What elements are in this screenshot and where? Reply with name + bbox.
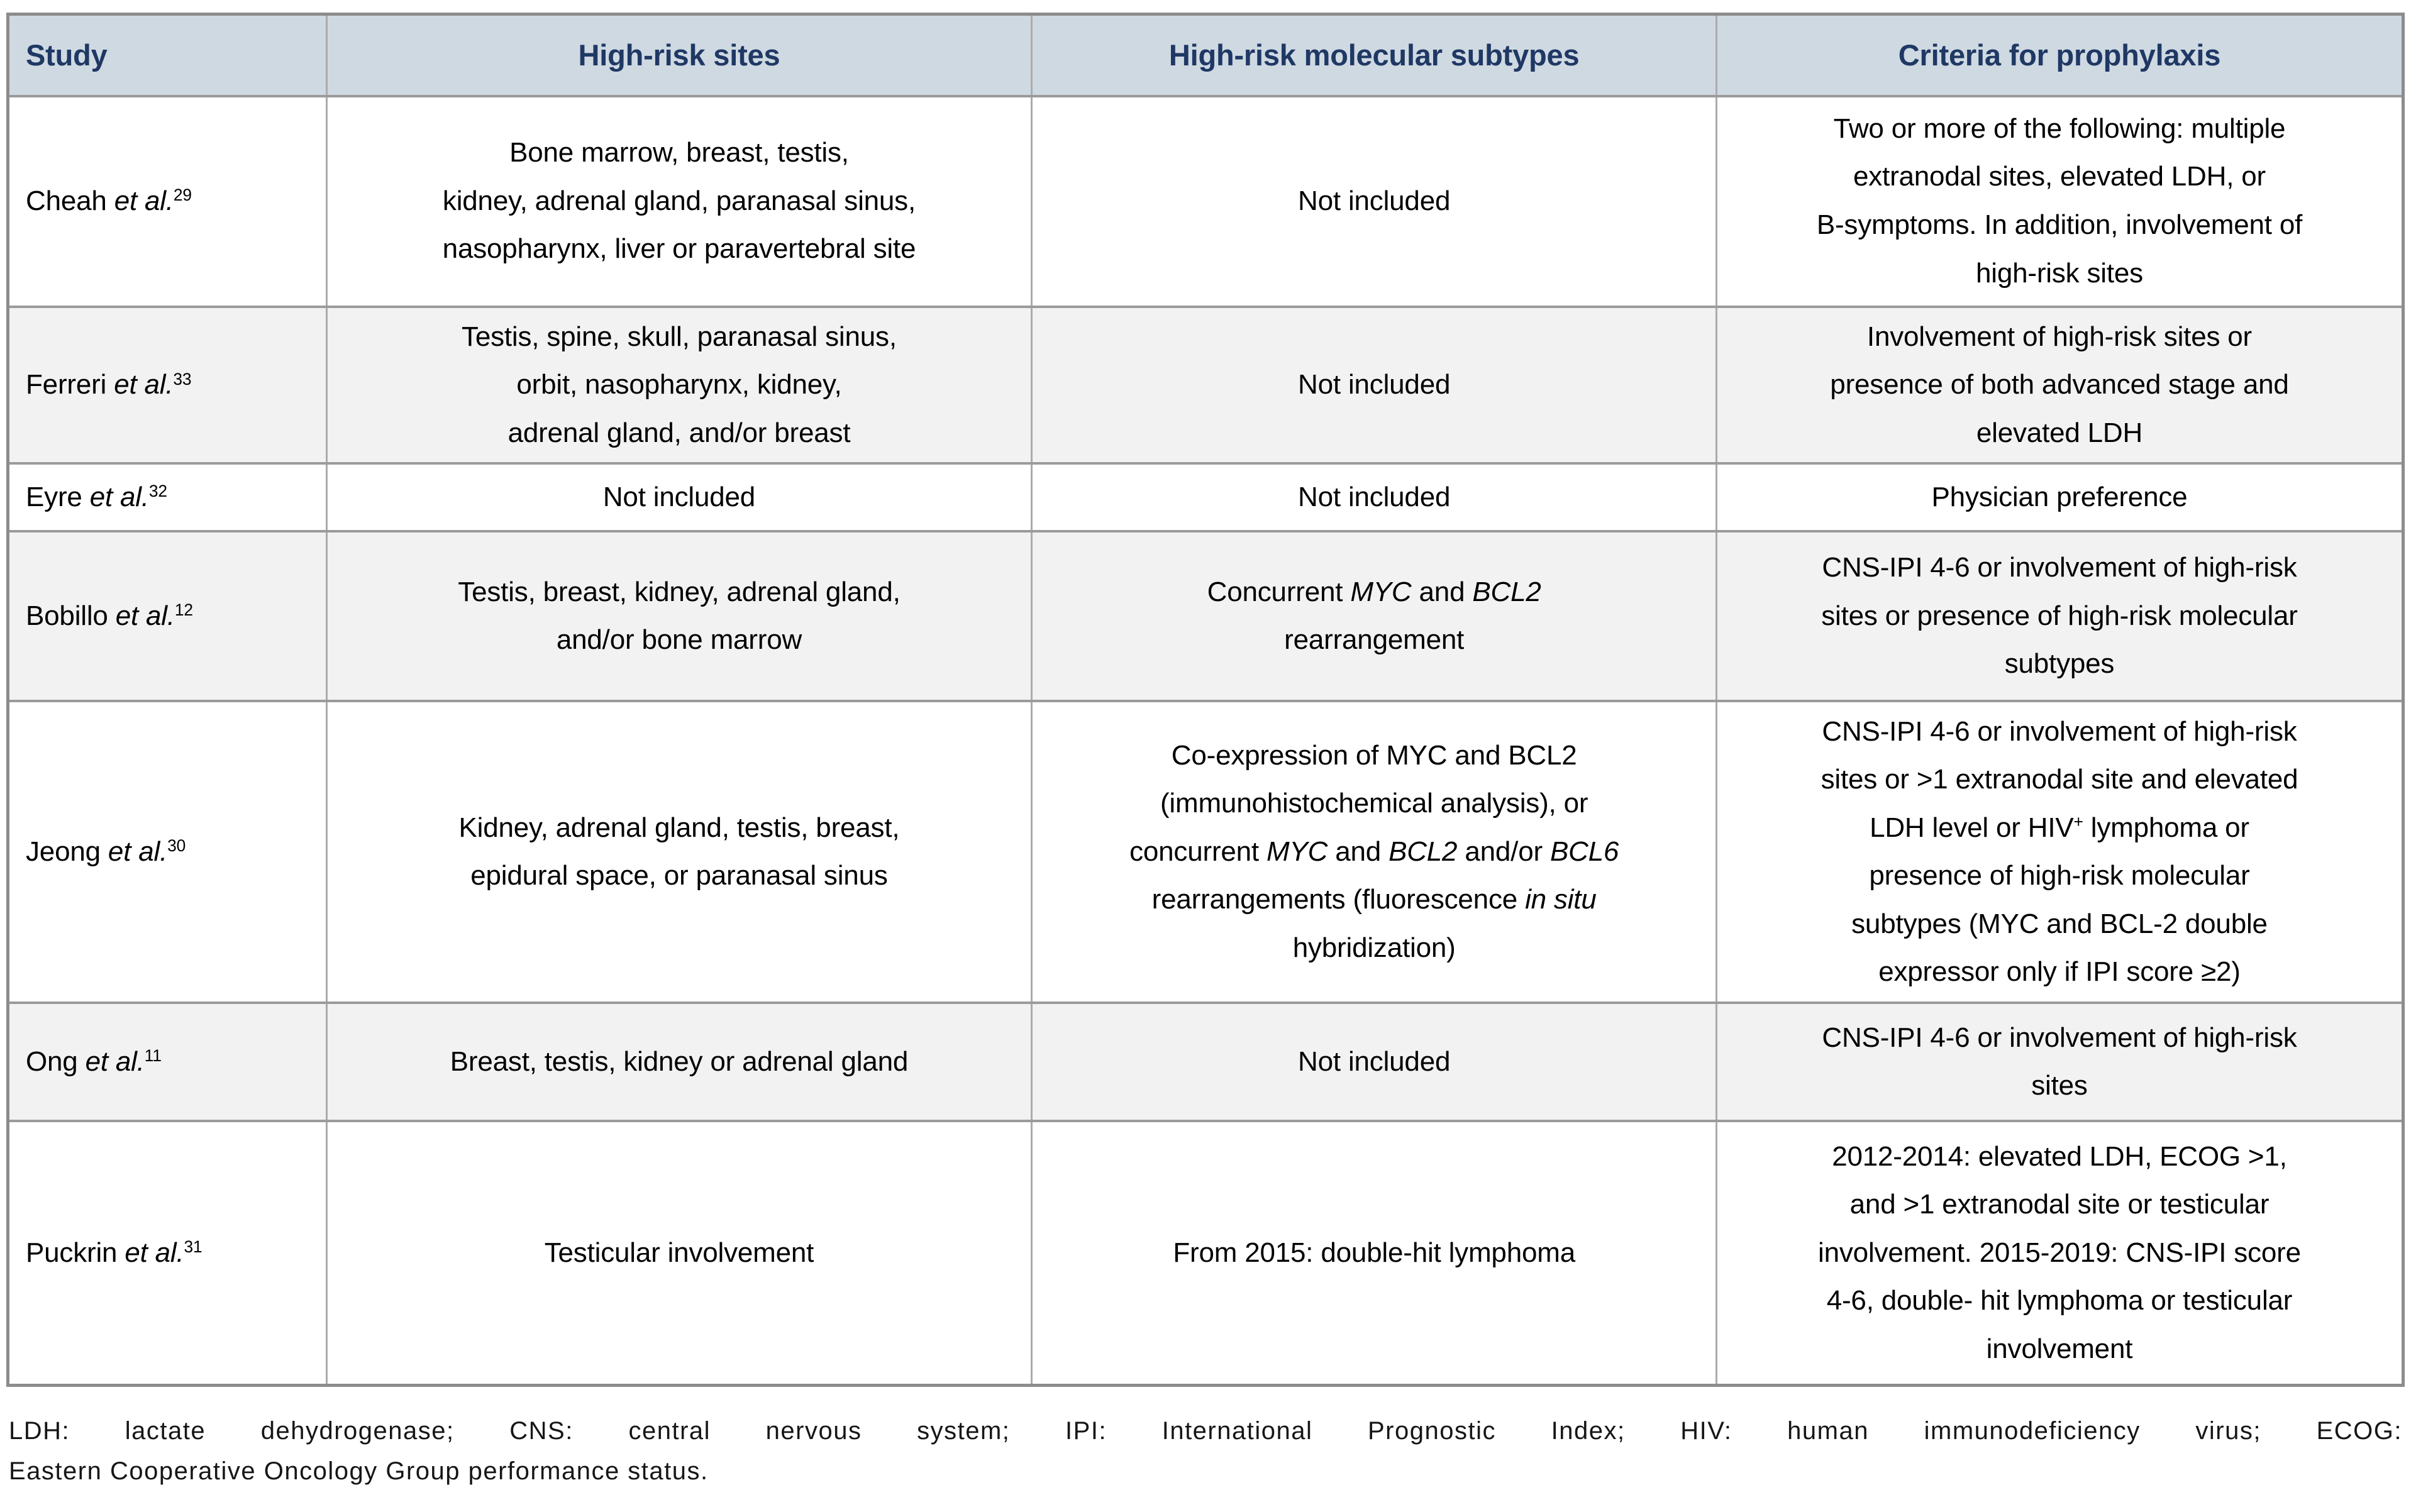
- subtypes-cell: Concurrent MYC and BCL2 rearrangement: [1031, 530, 1717, 703]
- subtypes-cell: Co-expression of MYC and BCL2 (immunohis…: [1031, 700, 1717, 1005]
- sites-cell: Bone marrow, breast, testis, kidney, adr…: [325, 94, 1033, 308]
- study-cell: Ong et al.11: [7, 1002, 328, 1123]
- column-header-criteria: Criteria for prophylaxis: [1715, 13, 2405, 97]
- column-header-study: Study: [7, 13, 328, 97]
- criteria-cell: 2012-2014: elevated LDH, ECOG >1, and >1…: [1715, 1120, 2405, 1387]
- footnote-line-1: LDH: lactate dehydrogenase; CNS: central…: [9, 1416, 2402, 1445]
- table-row-jeong: Jeong et al.30 Kidney, adrenal gland, te…: [7, 700, 2405, 1005]
- table-row-ferreri: Ferreri et al.33 Testis, spine, skull, p…: [7, 305, 2405, 465]
- subtypes-cell: Not included: [1031, 1002, 1717, 1123]
- abbreviations-footnote: LDH: lactate dehydrogenase; CNS: central…: [9, 1411, 2402, 1493]
- study-cell: Bobillo et al.12: [7, 530, 328, 703]
- study-cell: Ferreri et al.33: [7, 305, 328, 465]
- sites-cell: Testis, breast, kidney, adrenal gland, a…: [325, 530, 1033, 703]
- criteria-cell: Involvement of high-risk sites or presen…: [1715, 305, 2405, 465]
- column-header-molecular-subtypes: High-risk molecular subtypes: [1031, 13, 1717, 97]
- subtypes-cell: Not included: [1031, 305, 1717, 465]
- criteria-cell: CNS-IPI 4-6 or involvement of high-risk …: [1715, 700, 2405, 1005]
- criteria-cell: Two or more of the following: multiple e…: [1715, 94, 2405, 308]
- table-row-ong: Ong et al.11 Breast, testis, kidney or a…: [7, 1002, 2405, 1123]
- table-row-puckrin: Puckrin et al.31 Testicular involvement …: [7, 1120, 2405, 1387]
- study-cell: Puckrin et al.31: [7, 1120, 328, 1387]
- study-cell: Cheah et al.29: [7, 94, 328, 308]
- sites-cell: Kidney, adrenal gland, testis, breast, e…: [325, 700, 1033, 1005]
- table-row-cheah: Cheah et al.29 Bone marrow, breast, test…: [7, 94, 2405, 308]
- sites-cell: Breast, testis, kidney or adrenal gland: [325, 1002, 1033, 1123]
- sites-cell: Not included: [325, 462, 1033, 533]
- column-header-high-risk-sites: High-risk sites: [325, 13, 1033, 97]
- prophylaxis-criteria-table: Study High-risk sites High-risk molecula…: [6, 13, 2405, 1387]
- sites-cell: Testicular involvement: [325, 1120, 1033, 1387]
- subtypes-cell: From 2015: double-hit lymphoma: [1031, 1120, 1717, 1387]
- subtypes-cell: Not included: [1031, 94, 1717, 308]
- header-row: Study High-risk sites High-risk molecula…: [7, 13, 2405, 97]
- study-cell: Eyre et al.32: [7, 462, 328, 533]
- criteria-cell: Physician preference: [1715, 462, 2405, 533]
- sites-cell: Testis, spine, skull, paranasal sinus, o…: [325, 305, 1033, 465]
- table-row-eyre: Eyre et al.32 Not included Not included …: [7, 462, 2405, 533]
- criteria-cell: CNS-IPI 4-6 or involvement of high-risk …: [1715, 530, 2405, 703]
- footnote-line-2: Eastern Cooperative Oncology Group perfo…: [9, 1457, 709, 1486]
- subtypes-cell: Not included: [1031, 462, 1717, 533]
- criteria-cell: CNS-IPI 4-6 or involvement of high-risk …: [1715, 1002, 2405, 1123]
- table-row-bobillo: Bobillo et al.12 Testis, breast, kidney,…: [7, 530, 2405, 703]
- study-cell: Jeong et al.30: [7, 700, 328, 1005]
